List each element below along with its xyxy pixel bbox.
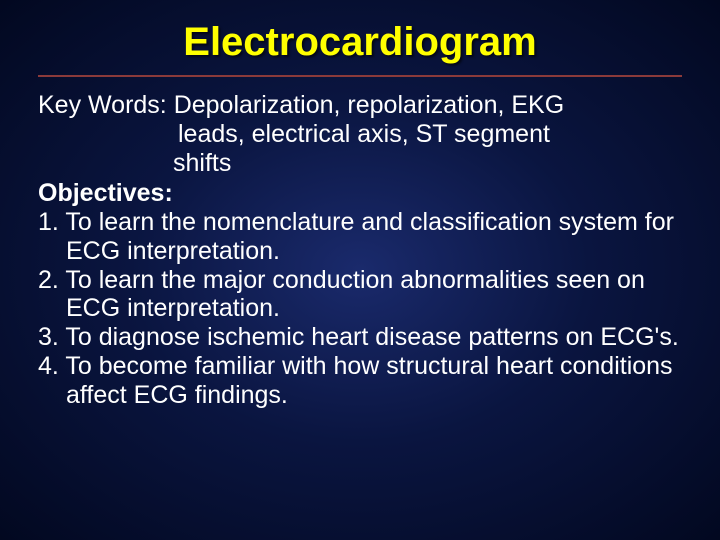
keywords-line-3: shifts [173,149,682,178]
slide-title: Electrocardiogram [38,20,682,77]
slide-content: Key Words: Depolarization, repolarizatio… [38,91,682,409]
keywords-block: Key Words: Depolarization, repolarizatio… [38,91,682,177]
keywords-line-1: Key Words: Depolarization, repolarizatio… [38,91,682,120]
objective-item: 2. To learn the major conduction abnorma… [38,266,682,324]
objective-item: 1. To learn the nomenclature and classif… [38,208,682,266]
objectives-label: Objectives: [38,179,682,208]
slide: Electrocardiogram Key Words: Depolarizat… [0,0,720,540]
keywords-label: Key Words: [38,91,167,119]
objective-item: 3. To diagnose ischemic heart disease pa… [38,323,682,352]
objective-item: 4. To become familiar with how structura… [38,352,682,410]
keywords-line-2: leads, electrical axis, ST segment [178,120,682,149]
keywords-text-1: Depolarization, repolarization, EKG [167,91,564,119]
